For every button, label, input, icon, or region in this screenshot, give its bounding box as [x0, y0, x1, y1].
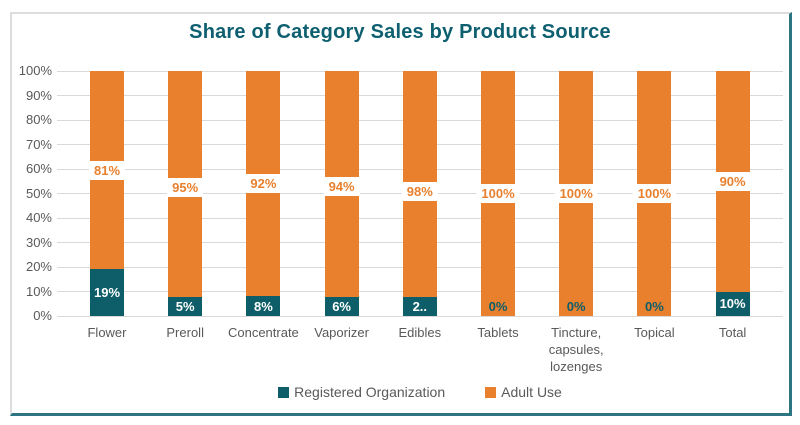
data-label-registered-organization: 2..	[402, 297, 437, 316]
legend-item-registered-organization: Registered Organization	[278, 384, 445, 400]
data-label-adult-use: 100%	[476, 184, 520, 203]
data-label-adult-use: 100%	[632, 184, 677, 203]
chart-title: Share of Category Sales by Product Sourc…	[189, 21, 611, 43]
x-axis-category-label-line: Tablets	[477, 325, 519, 340]
y-axis-tick-label: 60%	[25, 161, 52, 176]
x-axis-category-label: Topical	[609, 324, 699, 341]
x-axis-category-label-line: Flower	[87, 325, 127, 340]
y-axis-tick-label: 10%	[25, 283, 52, 299]
legend-swatch-adult-use	[485, 386, 497, 398]
data-label-registered-organization: 0%	[488, 299, 508, 314]
data-label-adult-use: 90%	[714, 171, 751, 191]
x-axis-category-label: Concentrate	[218, 324, 308, 341]
y-axis-tick-label: 70%	[25, 136, 52, 152]
x-axis-category-label: Vaporizer	[297, 324, 387, 341]
data-label-adult-use: 81%	[88, 160, 126, 180]
x-axis-category-label: Total	[688, 324, 778, 341]
x-axis-category-label: Tablets	[453, 324, 543, 341]
x-axis-category-label-line: Concentrate	[227, 325, 299, 340]
data-label-registered-organization: 0%	[644, 299, 664, 314]
data-label-registered-organization: 6%	[324, 297, 359, 316]
x-axis-category-label-line: Total	[718, 325, 747, 340]
data-label-registered-organization: 5%	[168, 297, 203, 316]
data-label-registered-organization: 0%	[566, 299, 586, 314]
x-axis-category-label-line: Vaporizer	[314, 325, 369, 340]
legend: Registered Organization Adult Use	[57, 384, 783, 400]
chart-frame-border	[10, 12, 792, 416]
y-axis-tick-label: 90%	[25, 87, 52, 103]
x-axis-category-label: Flower	[62, 324, 152, 341]
x-axis-category-label: Preroll	[140, 324, 230, 341]
legend-label-registered-organization: Registered Organization	[294, 384, 446, 400]
data-label-adult-use: 100%	[554, 184, 598, 203]
data-label-registered-organization: 8%	[246, 296, 281, 316]
x-axis-category-label-line: capsules,	[548, 342, 604, 357]
y-axis-tick-label: 40%	[25, 210, 52, 225]
y-axis-tick-label: 50%	[25, 185, 52, 201]
x-axis-category-label-line: Tincture,	[551, 325, 602, 340]
data-label-adult-use: 94%	[323, 176, 360, 196]
x-axis-category-label-line: Edibles	[398, 325, 442, 340]
y-axis-tick-label: 30%	[25, 234, 52, 250]
legend-label-adult-use: Adult Use	[501, 384, 562, 400]
legend-swatch-registered-organization	[278, 386, 290, 398]
data-label-adult-use: 95%	[167, 177, 204, 197]
x-axis-category-label: Tincture, capsules, lozenges	[531, 324, 621, 375]
y-axis-tick-label: 100%	[18, 63, 52, 78]
data-label-adult-use: 92%	[245, 174, 282, 194]
legend-item-adult-use: Adult Use	[485, 384, 562, 400]
gridline	[57, 315, 783, 317]
y-axis-tick-label: 20%	[25, 259, 52, 274]
data-label-registered-organization: 19%	[90, 269, 124, 316]
x-axis-category-label-line: Preroll	[166, 325, 204, 340]
y-axis-tick-label: 80%	[25, 112, 52, 127]
y-axis-tick-label: 0%	[33, 308, 52, 323]
data-label-adult-use: 98%	[401, 181, 438, 201]
x-axis-category-label-line: Topical	[634, 325, 675, 340]
x-axis-category-label: Edibles	[375, 324, 465, 341]
data-label-registered-organization: 10%	[715, 291, 750, 316]
x-axis-category-label-line: lozenges	[550, 359, 603, 374]
